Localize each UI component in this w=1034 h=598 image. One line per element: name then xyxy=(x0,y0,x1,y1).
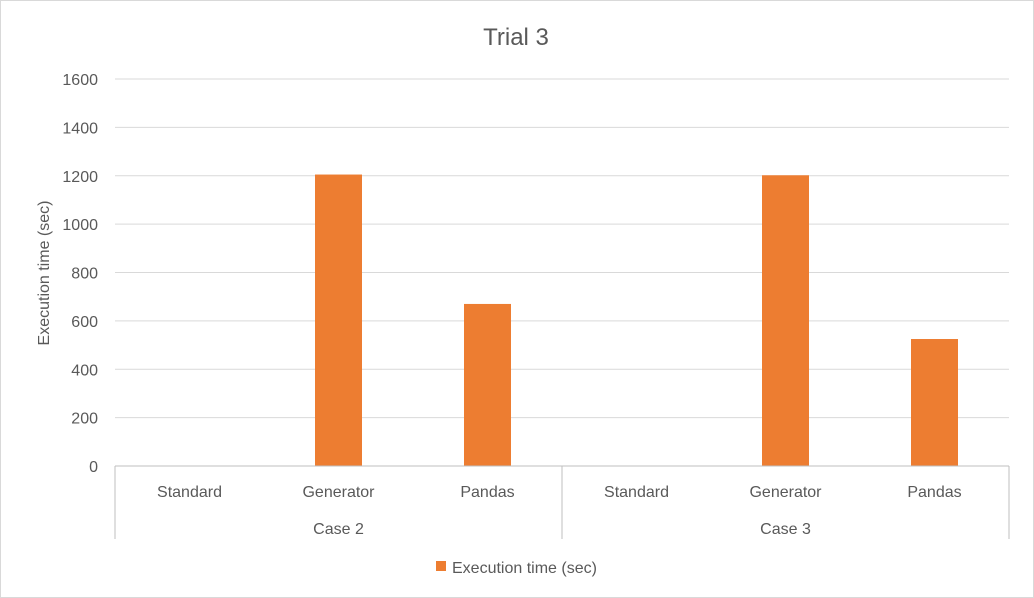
x-axis: Standard Generator Pandas Standard Generator… xyxy=(114,465,1010,539)
bar xyxy=(762,175,809,467)
y-tick-label: 0 xyxy=(89,459,98,476)
y-tick-label: 200 xyxy=(71,411,98,428)
y-tick-label: 800 xyxy=(71,266,98,283)
y-tick-label: 1600 xyxy=(62,72,98,89)
x-tick-label: Pandas xyxy=(460,484,514,501)
bar xyxy=(315,174,362,466)
y-tick-label: 400 xyxy=(71,362,98,379)
bar xyxy=(464,303,511,466)
y-tick-label: 1000 xyxy=(62,217,98,234)
legend-label: Execution time (sec) xyxy=(452,560,597,577)
legend-swatch xyxy=(436,561,446,571)
y-tick-labels: 0 200 400 600 800 1000 1200 1400 1600 xyxy=(62,72,98,476)
x-tick-label: Standard xyxy=(604,484,669,501)
y-tick-label: 1400 xyxy=(62,120,98,137)
x-tick-label: Standard xyxy=(157,484,222,501)
bar xyxy=(911,339,958,466)
gridlines xyxy=(115,78,1009,419)
legend: Execution time (sec) xyxy=(436,560,597,577)
y-tick-label: 600 xyxy=(71,314,98,331)
group-label: Case 2 xyxy=(313,521,364,538)
y-axis-label: Execution time (sec) xyxy=(36,201,53,346)
group-label: Case 3 xyxy=(760,521,811,538)
x-tick-label: Generator xyxy=(302,484,375,501)
x-tick-label: Generator xyxy=(749,484,822,501)
chart-title: Trial 3 xyxy=(483,24,549,51)
bars xyxy=(315,174,958,467)
y-tick-label: 1200 xyxy=(62,169,98,186)
x-tick-label: Pandas xyxy=(907,484,961,501)
